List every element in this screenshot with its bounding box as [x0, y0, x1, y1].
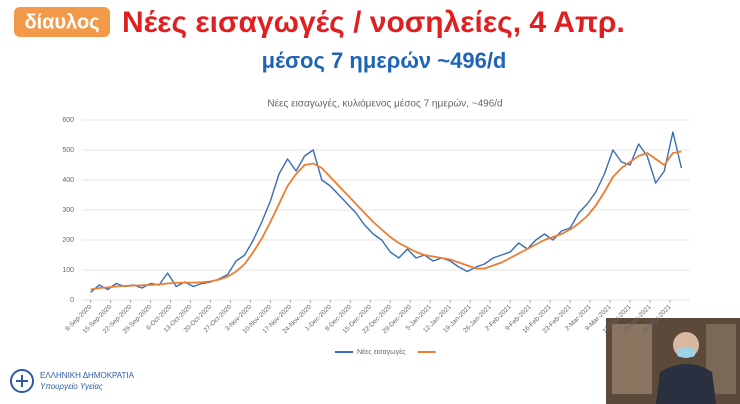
- logo-line1: ΕΛΛΗΝΙΚΗ ΔΗΜΟΚΡΑΤΙΑ: [40, 371, 135, 380]
- badge: δίαυλος: [24, 11, 99, 33]
- y-tick-label: 200: [62, 237, 74, 244]
- legend-label: Νέες εισαγωγές: [357, 348, 406, 356]
- series-line: [90, 150, 682, 291]
- y-tick-label: 600: [62, 117, 74, 124]
- badge-bg: [14, 7, 110, 37]
- video-person: [656, 364, 716, 404]
- logo-line2: Υπουργείο Υγείας: [40, 382, 103, 391]
- logo-cross: [16, 375, 28, 387]
- series-line: [90, 131, 683, 294]
- video-wall: [612, 324, 652, 394]
- y-tick-label: 500: [62, 147, 74, 154]
- logo-emblem: [10, 369, 34, 393]
- chart-title: Νέες εισαγωγές, κυλιόμενος μέσος 7 ημερώ…: [267, 98, 502, 110]
- logo: ΕΛΛΗΝΙΚΗ ΔΗΜΟΚΡΑΤΙΑ Υπουργείο Υγείας: [10, 369, 135, 393]
- y-tick-label: 0: [70, 297, 74, 304]
- y-tick-label: 300: [62, 207, 74, 214]
- slide-title: Νέες εισαγωγές / νοσηλείες, 4 Απρ.: [122, 6, 625, 39]
- slide-subtitle: μέσος 7 ημερών ~496/d: [262, 48, 507, 73]
- y-tick-label: 400: [62, 177, 74, 184]
- y-tick-label: 100: [62, 267, 74, 274]
- video-mask: [677, 348, 695, 357]
- video-inset: [606, 318, 740, 404]
